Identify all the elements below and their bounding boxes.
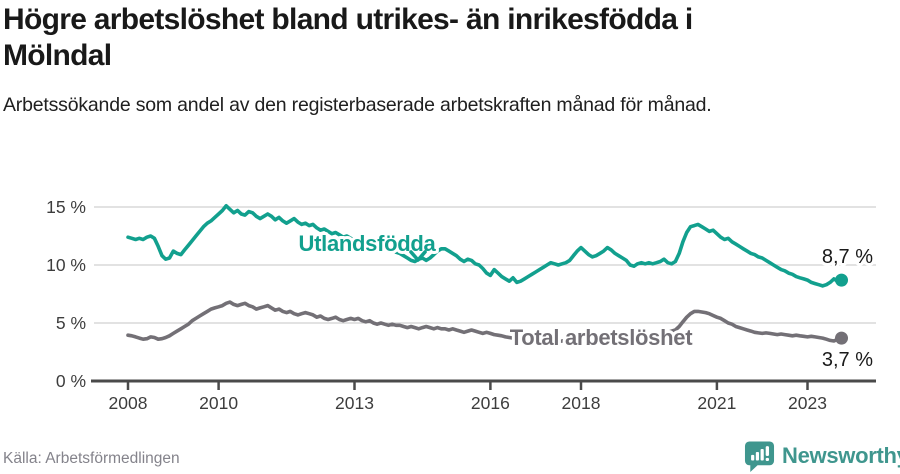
chevron-down-icon bbox=[409, 250, 427, 262]
end-value-label-utlandsfodda: 8,7 % bbox=[822, 246, 873, 268]
end-value-label-total: 3,7 % bbox=[822, 349, 873, 371]
series-end-dot-total bbox=[835, 331, 848, 345]
series-end-dot-utlandsfodda bbox=[835, 273, 848, 287]
speech-bubble-shape bbox=[744, 441, 775, 472]
exclamation-bar bbox=[765, 446, 769, 457]
newsworthy-bubble-chart-icon bbox=[744, 441, 775, 472]
series-line-total bbox=[126, 300, 844, 344]
x-axis-tick-label: 2018 bbox=[562, 393, 601, 413]
newsworthy-logo: Newsworthy bbox=[744, 440, 900, 473]
series-label-total-arbetsloshet: Total arbetslöshet bbox=[510, 325, 693, 350]
newsworthy-wordmark: Newsworthy bbox=[782, 443, 900, 468]
x-axis-tick-label: 2008 bbox=[109, 393, 148, 413]
bar-small bbox=[751, 454, 755, 461]
bar-large bbox=[760, 449, 764, 461]
x-axis-tick-label: 2023 bbox=[788, 393, 827, 413]
source-note: Källa: Arbetsförmedlingen bbox=[3, 450, 180, 467]
y-axis-tick-label: 15 % bbox=[46, 197, 86, 217]
bar-medium bbox=[755, 451, 760, 461]
x-axis-tick-label: 2021 bbox=[697, 393, 736, 413]
x-axis-tick-label: 2016 bbox=[471, 393, 510, 413]
page-subtitle: Arbetssökande som andel av den registerb… bbox=[3, 94, 712, 116]
y-axis-tick-label: 5 % bbox=[56, 313, 86, 333]
x-axis-tick-label: 2010 bbox=[199, 393, 238, 413]
exclamation-dot bbox=[765, 457, 769, 462]
page-title: Högre arbetslöshet bland utrikes- än inr… bbox=[3, 3, 693, 72]
series-label-utlandsfodda: Utlandsfödda bbox=[299, 231, 437, 256]
y-axis-tick-label: 0 % bbox=[56, 371, 86, 391]
x-axis-tick-label: 2013 bbox=[335, 393, 374, 413]
y-axis-tick-label: 10 % bbox=[46, 255, 86, 275]
series-line-utlandsfodda bbox=[126, 204, 844, 288]
